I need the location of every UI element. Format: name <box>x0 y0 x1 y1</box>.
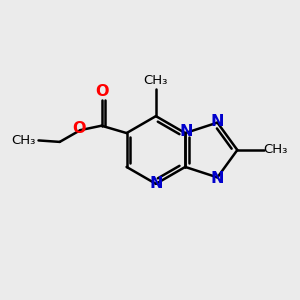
Text: O: O <box>95 84 108 99</box>
Text: N: N <box>149 176 163 191</box>
Text: O: O <box>73 121 86 136</box>
Text: CH₃: CH₃ <box>144 74 168 87</box>
Text: CH₃: CH₃ <box>11 134 36 147</box>
Text: N: N <box>180 124 194 139</box>
Text: CH₃: CH₃ <box>263 143 288 157</box>
Text: N: N <box>211 114 224 129</box>
Text: N: N <box>211 171 224 186</box>
